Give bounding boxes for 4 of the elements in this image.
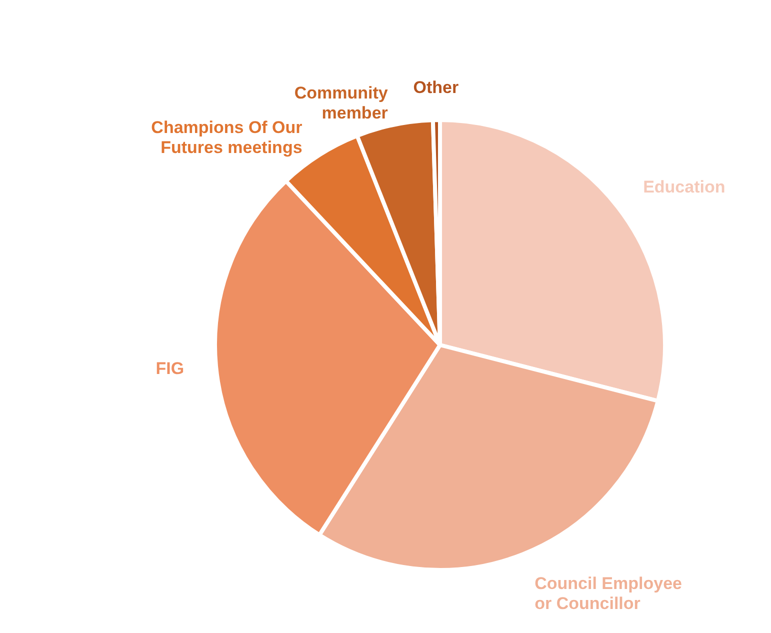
slice-label: Other — [413, 78, 460, 98]
slice-label: Council Employee or Councillor — [534, 574, 682, 613]
slice-label: Education — [643, 177, 726, 196]
slice-label: FIG — [156, 359, 184, 378]
